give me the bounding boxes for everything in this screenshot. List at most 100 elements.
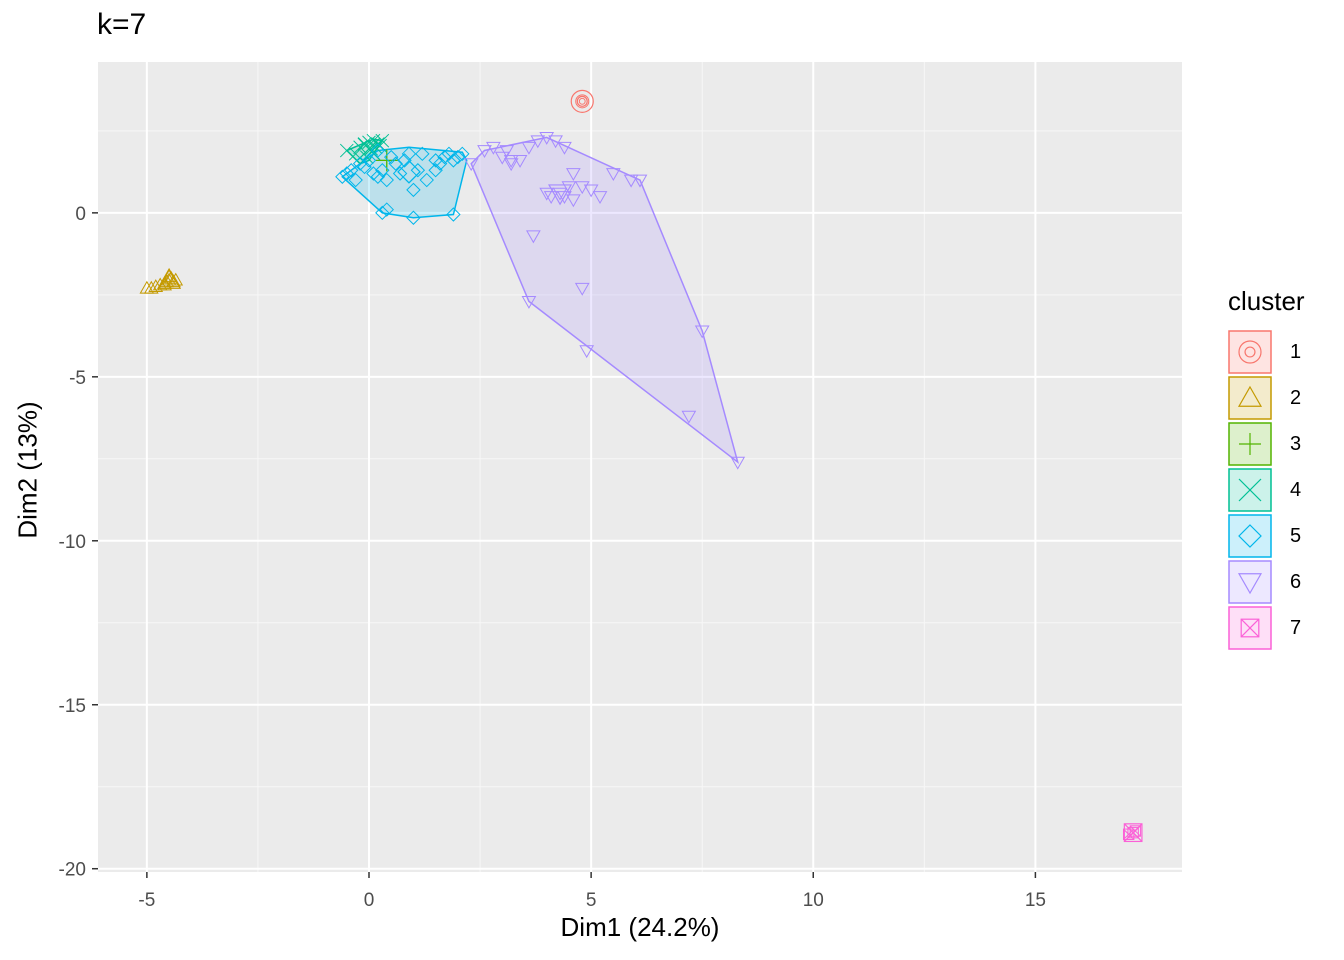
legend-label-4: 4 [1290,479,1302,501]
point-cluster-5 [366,166,381,181]
point-cluster-6 [503,155,519,168]
point-cluster-5 [357,159,372,175]
cluster-hull-5 [341,146,468,219]
point-cluster-5 [375,163,390,178]
legend-key-5 [1228,514,1272,558]
point-cluster-6 [632,174,648,188]
point-cluster-4 [364,142,379,156]
point-cluster-6 [565,194,581,208]
point-cluster-4 [353,140,367,155]
point-cluster-5 [419,172,434,188]
legend-key-3 [1228,422,1272,466]
x-tick-label: -5 [138,890,155,911]
centroid-cluster-6 [547,184,573,206]
point-cluster-1 [575,94,590,109]
point-cluster-6 [526,230,541,244]
point-cluster-5 [446,153,461,168]
point-cluster-4 [339,143,354,158]
point-cluster-6 [730,456,746,470]
point-cluster-5 [379,202,394,217]
point-cluster-6 [552,187,568,201]
legend-key-7 [1228,606,1272,650]
x-tick-label: 0 [364,890,375,911]
legend-label-7: 7 [1290,617,1302,639]
point-cluster-5 [379,172,394,188]
point-cluster-2 [166,274,181,288]
grid-major [98,62,1182,872]
point-cluster-2 [157,277,173,291]
point-cluster-6 [521,296,537,309]
point-cluster-5 [388,156,403,171]
legend-item-6: 6 [1228,560,1338,604]
point-cluster-5 [375,205,390,221]
centroid-cluster-2 [157,267,182,289]
point-cluster-6 [561,181,577,195]
legend-item-7: 7 [1228,606,1338,650]
point-cluster-5 [406,210,421,225]
y-tick-label: -10 [59,532,86,553]
point-cluster-6 [574,282,590,296]
point-cluster-5 [397,153,412,168]
legend-label-6: 6 [1290,571,1302,593]
chart-title: k=7 [97,8,147,41]
point-cluster-6 [557,141,572,155]
x-axis: -5 0 5 10 15 [138,872,1046,911]
point-cluster-5 [432,156,448,171]
legend-item-3: 3 [1228,422,1338,466]
point-cluster-5 [339,166,354,181]
point-cluster-5 [450,149,466,165]
point-cluster-7 [1122,828,1135,840]
legend-item-4: 4 [1228,468,1338,512]
legend-label-5: 5 [1290,525,1302,547]
point-cluster-2 [161,269,177,283]
y-tick-label: -15 [59,696,86,717]
point-cluster-5 [384,149,399,165]
point-cluster-5 [352,156,368,171]
point-cluster-6 [530,135,546,149]
legend-key-6 [1228,560,1272,604]
legend-key-4 [1228,468,1272,512]
point-cluster-6 [521,141,537,155]
point-cluster-5 [370,143,386,158]
point-cluster-5 [428,163,443,178]
point-cluster-5 [335,169,350,184]
point-cluster-5 [392,166,408,181]
point-cluster-5 [428,153,443,168]
legend-key-1 [1228,330,1272,374]
point-cluster-6 [592,191,608,204]
x-tick-label: 10 [803,890,824,911]
point-cluster-5 [348,172,363,188]
point-cluster-5 [437,149,452,165]
legend-label-2: 2 [1290,387,1302,409]
point-cluster-6 [463,158,479,172]
legend-label-1: 1 [1290,341,1302,363]
y-tick-label: 0 [75,204,86,225]
point-cluster-4 [359,150,374,164]
point-cluster-6 [583,184,599,198]
point-cluster-5 [361,153,377,168]
point-cluster-5 [344,163,359,178]
plot-panel [98,62,1182,872]
point-cluster-6 [579,345,595,359]
point-cluster-6 [548,135,563,149]
point-cluster-5 [446,207,461,222]
legend-key-2 [1228,376,1272,420]
point-cluster-2 [168,272,184,286]
point-cluster-6 [623,174,639,188]
legend-title: cluster [1228,286,1305,316]
hull-layer [341,136,740,465]
legend-item-5: 5 [1228,514,1338,558]
point-cluster-5 [455,146,470,162]
point-cluster-6 [605,168,621,182]
grid-minor [98,62,1182,872]
point-cluster-6 [512,155,528,168]
y-axis: 0 -5 -10 -15 -20 [59,204,98,881]
point-cluster-6 [539,187,555,201]
x-axis-label: Dim1 (24.2%) [560,912,720,942]
x-tick-label: 5 [586,890,597,911]
point-cluster-6 [503,158,519,172]
cluster-hull-6 [470,136,740,465]
point-cluster-5 [441,146,457,162]
